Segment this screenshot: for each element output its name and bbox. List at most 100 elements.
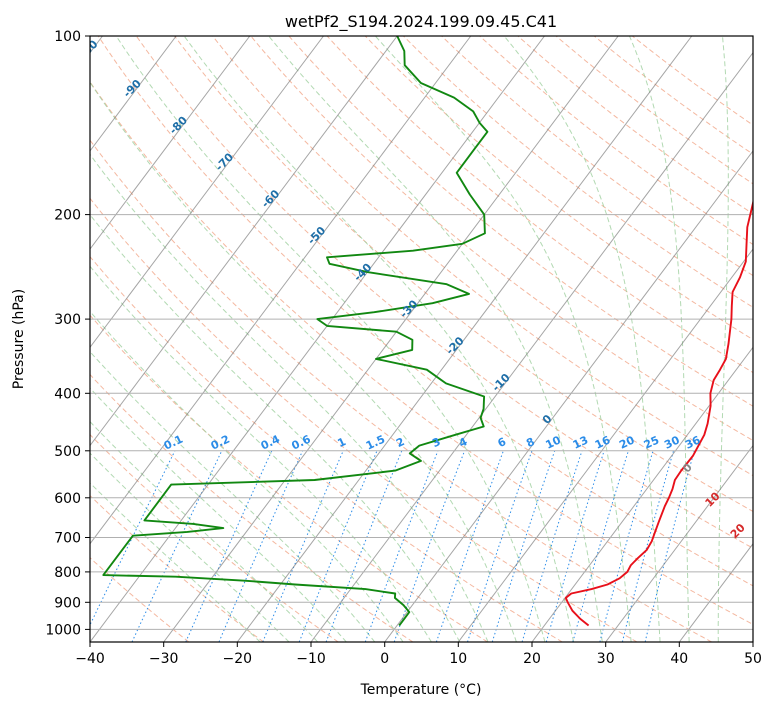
mixing-ratio-label: 1 bbox=[336, 435, 348, 450]
dry-adiabat-line bbox=[173, 36, 753, 513]
y-tick-label: 800 bbox=[54, 565, 81, 581]
dry-adiabat-line bbox=[211, 36, 753, 477]
mixing-ratio-line bbox=[621, 450, 674, 642]
mixing-ratio-line bbox=[545, 450, 605, 642]
line-labels: 0.1 0.2 0.4 0.6 1 1.5 2 3 4 6 8 10 13 16 20 25 30 36-100-… bbox=[90, 37, 753, 572]
mixing-ratio-label: 16 bbox=[593, 433, 613, 451]
mixing-ratio-label: 13 bbox=[571, 434, 590, 452]
mixing-ratio-line bbox=[435, 450, 504, 642]
isotherm-label: -20 bbox=[443, 334, 466, 357]
dry-adiabat-line bbox=[90, 373, 414, 642]
mixing-ratio-line bbox=[393, 450, 466, 642]
y-tick-label: 100 bbox=[54, 29, 81, 45]
isotherm-line bbox=[457, 248, 753, 642]
isotherm-line bbox=[90, 36, 472, 545]
y-axis: 100 200 300 400 500 600 700 800 900 1000 bbox=[45, 29, 90, 638]
dry-adiabat-line bbox=[90, 433, 339, 642]
mixing-ratio-label: 6 bbox=[496, 435, 509, 450]
x-tick-label: −20 bbox=[223, 651, 253, 667]
dry-adiabat-line bbox=[97, 36, 753, 587]
plot-frame bbox=[89, 35, 754, 643]
moist-adiabat-line bbox=[90, 482, 261, 642]
mixing-ratio-line bbox=[521, 450, 583, 642]
y-tick-label: 700 bbox=[54, 531, 81, 547]
isotherm-label: -10 bbox=[490, 371, 513, 394]
mixing-ratio-label: 8 bbox=[524, 435, 536, 450]
chart-title: wetPf2_S194.2024.199.09.45.C41 bbox=[285, 12, 557, 32]
moist-adiabat-line bbox=[90, 452, 290, 642]
moist-adiabat-line bbox=[629, 36, 690, 642]
moist-adiabat-line bbox=[90, 420, 319, 642]
dry-adiabat-line bbox=[90, 139, 712, 642]
mixing-ratio-label: 10 bbox=[544, 433, 564, 451]
isotherm-line bbox=[90, 36, 545, 642]
y-axis-label: Pressure (hPa) bbox=[11, 289, 27, 389]
dry-adiabat-line bbox=[517, 36, 753, 215]
profile-lines bbox=[102, 36, 753, 627]
dry-adiabat-line bbox=[288, 36, 753, 407]
x-tick-label: 0 bbox=[380, 651, 389, 667]
mixing-ratio-line bbox=[298, 450, 378, 642]
isotherm-label: -70 bbox=[213, 150, 236, 173]
isotherm-label: -30 bbox=[397, 297, 420, 320]
mixing-ratio-label: 0.2 bbox=[209, 433, 232, 453]
mixing-ratio-line bbox=[131, 450, 223, 642]
isotherm-line bbox=[605, 444, 753, 642]
x-tick-label: 50 bbox=[744, 651, 762, 667]
moist-adiabat-line bbox=[90, 350, 376, 642]
mixing-ratio-line bbox=[218, 450, 304, 642]
y-tick-label: 400 bbox=[54, 386, 81, 402]
mixing-ratio-line bbox=[599, 450, 654, 642]
moist-adiabat-line bbox=[374, 36, 632, 642]
mixing-ratio-line bbox=[572, 450, 629, 642]
temperature-line bbox=[564, 199, 753, 627]
moist-adiabat-line bbox=[115, 36, 546, 642]
mixing-ratio-label: 0.1 bbox=[162, 433, 185, 453]
moist-adiabat-line bbox=[503, 36, 661, 642]
mixing-ratio-line bbox=[364, 450, 439, 642]
dry-adiabat-line bbox=[364, 36, 753, 341]
mixing-ratio-label: 36 bbox=[683, 433, 703, 451]
dry-adiabat-line bbox=[90, 197, 638, 642]
isotherm-label: -40 bbox=[351, 261, 374, 284]
dry-adiabat-line bbox=[135, 36, 753, 549]
mixing-ratio-label: 30 bbox=[662, 433, 682, 451]
isotherm-line bbox=[678, 542, 753, 642]
x-tick-label: 20 bbox=[523, 651, 541, 667]
y-tick-label: 200 bbox=[54, 208, 81, 224]
mixing-ratio-label: 3 bbox=[430, 435, 442, 450]
dry-adiabat-line bbox=[478, 36, 753, 246]
isotherm-line bbox=[90, 36, 324, 349]
isotherm-line bbox=[310, 51, 753, 642]
x-tick-label: 30 bbox=[597, 651, 615, 667]
background-lines bbox=[90, 36, 753, 642]
dry-adiabat-line bbox=[90, 557, 190, 642]
isotherm-label: -90 bbox=[121, 77, 144, 100]
dry-adiabat-line bbox=[90, 81, 753, 625]
mixing-ratio-label: 25 bbox=[642, 434, 661, 452]
mixing-ratio-label: 0.6 bbox=[290, 432, 313, 452]
isotherm-line bbox=[236, 36, 693, 642]
isotherm-line bbox=[90, 36, 177, 152]
mixing-ratio-line bbox=[467, 450, 533, 642]
x-tick-label: −40 bbox=[75, 651, 105, 667]
mixing-ratio-line bbox=[644, 450, 695, 642]
dry-adiabat-line bbox=[90, 255, 563, 642]
mixing-ratio-label: 20 bbox=[617, 433, 637, 451]
dry-adiabat-line bbox=[90, 314, 488, 642]
y-tick-label: 600 bbox=[54, 491, 81, 507]
x-tick-label: 40 bbox=[670, 651, 688, 667]
x-axis-label: Temperature (°C) bbox=[360, 682, 482, 698]
y-tick-label: 300 bbox=[54, 312, 81, 328]
isotherm-label: -50 bbox=[305, 224, 328, 247]
y-tick-label: 500 bbox=[54, 444, 81, 460]
isotherm-line bbox=[531, 346, 753, 642]
mixing-ratio-line bbox=[491, 450, 556, 642]
dry-adiabat-line bbox=[326, 36, 753, 374]
mixing-ratio-line bbox=[325, 450, 403, 642]
grid-lines bbox=[90, 36, 753, 642]
moist-adiabat-line bbox=[268, 36, 603, 642]
moist-adiabat-line bbox=[717, 36, 729, 642]
moist-adiabat-line bbox=[90, 387, 347, 642]
